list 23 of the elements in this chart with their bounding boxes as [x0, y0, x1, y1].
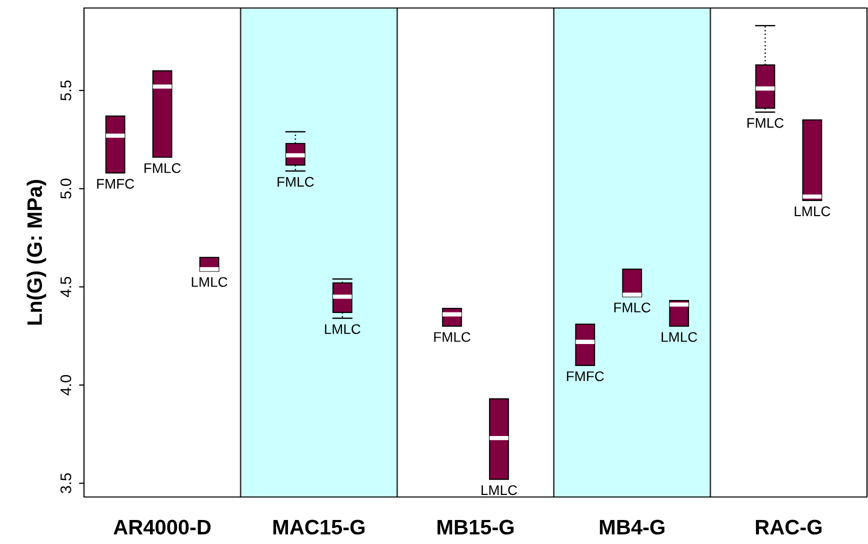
- text: LMLC: [192, 277, 228, 287]
- y-tick-label: 5.5: [60, 80, 72, 100]
- x-tick-label: AR4000-D: [114, 520, 211, 535]
- y-tick-label: 4.5: [60, 276, 72, 298]
- series-label: FMFC: [97, 178, 134, 189]
- text: FMFC: [566, 371, 604, 382]
- text: FMLC: [747, 118, 784, 128]
- text: LMLC: [794, 206, 830, 216]
- x-tick-label: MAC15-G: [273, 520, 364, 535]
- x-tick-label: RAC-G: [756, 520, 822, 535]
- y-axis-title: Ln(G) (G: MPa): [26, 180, 46, 325]
- text: FMLC: [278, 176, 314, 187]
- series-label: LMLC: [662, 332, 698, 342]
- series-label: FMLC: [144, 163, 181, 174]
- text: FMLC: [434, 332, 470, 342]
- y-tick-label: 4.0: [60, 375, 72, 396]
- text: FMLC: [614, 302, 650, 312]
- y-tick-label: 5.0: [60, 178, 72, 199]
- text: LMLC: [325, 324, 360, 334]
- text: LMLC: [482, 485, 517, 496]
- y-tick-label: 3.5: [60, 473, 72, 494]
- x-tick-label: MB4-G: [600, 520, 664, 535]
- x-tick-label: MB15-G: [438, 520, 514, 535]
